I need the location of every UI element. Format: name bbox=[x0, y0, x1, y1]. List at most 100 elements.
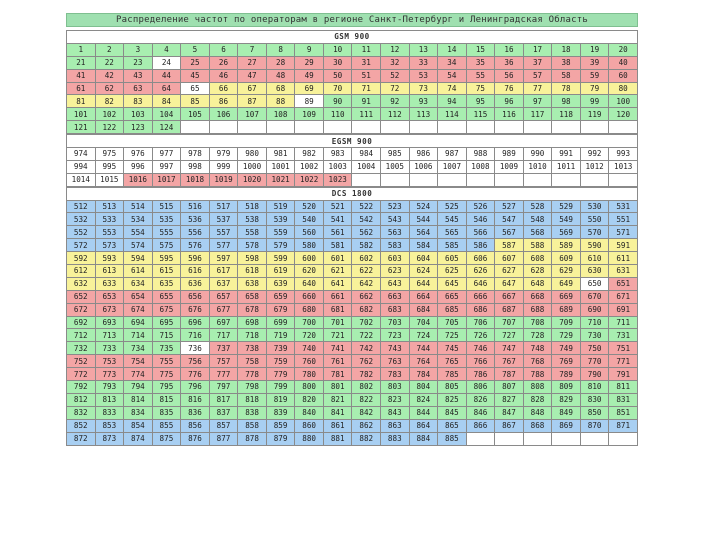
channel-cell: 675 bbox=[151, 302, 182, 317]
channel-cell: 722 bbox=[351, 328, 382, 343]
channel-cell: 60 bbox=[608, 68, 638, 83]
channel-cell: 786 bbox=[465, 367, 496, 382]
channel-cell: 528 bbox=[522, 199, 553, 214]
channel-cell: 86 bbox=[208, 94, 239, 109]
channel-cell: 825 bbox=[437, 392, 467, 407]
channel-cell: 874 bbox=[123, 431, 153, 446]
channel-cell: 882 bbox=[351, 431, 382, 446]
channel-cell: 991 bbox=[551, 147, 581, 161]
channel-row: 672 673 674 675 676 677 678 679 680 681 682 683 684 6… bbox=[66, 302, 638, 317]
channel-cell: 517 bbox=[208, 199, 239, 214]
channel-cell: 758 bbox=[237, 354, 267, 369]
channel-cell: 561 bbox=[322, 225, 353, 240]
channel-cell: 576 bbox=[180, 238, 210, 253]
channel-cell: 3 bbox=[123, 42, 153, 57]
channel-cell: 51 bbox=[351, 68, 382, 83]
channel-cell: 798 bbox=[237, 380, 267, 394]
channel-cell: 608 bbox=[522, 251, 553, 266]
channel-cell: 593 bbox=[94, 251, 125, 266]
channel-cell: 997 bbox=[151, 159, 182, 174]
channel-cell: 845 bbox=[437, 405, 467, 420]
channel-cell: 33 bbox=[408, 55, 439, 70]
channel-cell: 627 bbox=[494, 264, 524, 278]
channel-cell: 638 bbox=[237, 276, 267, 291]
channel-cell: 709 bbox=[551, 315, 581, 330]
channel-cell: 1005 bbox=[380, 159, 410, 174]
channel-cell: 726 bbox=[465, 328, 496, 343]
channel-cell: 1023 bbox=[322, 172, 353, 187]
channel-cell: 609 bbox=[551, 251, 581, 266]
band-table: GSM 900 1 2 3 4 5 6 7 8 9 10 11 12 13 14 15 16 17 18 19 20 21… bbox=[66, 30, 638, 135]
channel-cell: 1003 bbox=[322, 159, 353, 174]
channel-cell: 523 bbox=[380, 199, 410, 214]
channel-cell: 800 bbox=[294, 380, 324, 394]
empty-cell bbox=[465, 120, 496, 135]
channel-cell: 1015 bbox=[94, 172, 125, 187]
channel-cell: 72 bbox=[380, 81, 410, 96]
channel-cell: 47 bbox=[237, 68, 267, 83]
empty-cell bbox=[522, 120, 553, 135]
channel-cell: 73 bbox=[408, 81, 439, 96]
channel-cell: 26 bbox=[208, 55, 239, 70]
channel-cell: 531 bbox=[608, 199, 638, 214]
channel-cell: 38 bbox=[551, 55, 581, 70]
channel-cell: 637 bbox=[208, 276, 239, 291]
channel-cell: 620 bbox=[294, 264, 324, 278]
channel-cell: 856 bbox=[180, 418, 210, 433]
channel-cell: 792 bbox=[66, 380, 96, 394]
channel-cell: 535 bbox=[151, 212, 182, 227]
channel-cell: 667 bbox=[494, 289, 524, 304]
channel-row: 812 813 814 815 816 817 818 819 820 821 822 823 824 8… bbox=[66, 392, 638, 407]
empty-cell bbox=[408, 172, 439, 187]
channel-cell: 102 bbox=[94, 107, 125, 122]
channel-cell: 710 bbox=[579, 315, 610, 330]
channel-cell: 996 bbox=[123, 159, 153, 174]
channel-cell: 59 bbox=[579, 68, 610, 83]
empty-cell bbox=[608, 172, 638, 187]
channel-row: 81 82 83 84 85 86 87 88 89 90 91 92 93 94 95 96 97 98 99 10… bbox=[66, 94, 638, 109]
channel-cell: 816 bbox=[180, 392, 210, 407]
channel-cell: 985 bbox=[380, 147, 410, 161]
channel-cell: 870 bbox=[579, 418, 610, 433]
channel-cell: 767 bbox=[494, 354, 524, 369]
channel-row: 532 533 534 535 536 537 538 539 540 541 542 543 544 5… bbox=[66, 212, 638, 227]
channel-cell: 1013 bbox=[608, 159, 638, 174]
channel-cell: 836 bbox=[180, 405, 210, 420]
channel-cell: 77 bbox=[522, 81, 553, 96]
channel-cell: 68 bbox=[265, 81, 296, 96]
channel-cell: 70 bbox=[322, 81, 353, 96]
channel-cell: 61 bbox=[66, 81, 96, 96]
channel-cell: 612 bbox=[66, 264, 96, 278]
channel-cell: 48 bbox=[265, 68, 296, 83]
channel-cell: 685 bbox=[437, 302, 467, 317]
channel-cell: 876 bbox=[180, 431, 210, 446]
channel-cell: 1 bbox=[66, 42, 96, 57]
channel-cell: 7 bbox=[237, 42, 267, 57]
channel-cell: 759 bbox=[265, 354, 296, 369]
channel-cell: 677 bbox=[208, 302, 239, 317]
channel-row: 552 553 554 555 556 557 558 559 560 561 562 563 564 5… bbox=[66, 225, 638, 240]
channel-cell: 822 bbox=[351, 392, 382, 407]
channel-cell: 779 bbox=[265, 367, 296, 382]
channel-cell: 878 bbox=[237, 431, 267, 446]
channel-cell: 723 bbox=[380, 328, 410, 343]
channel-cell: 71 bbox=[351, 81, 382, 96]
channel-cell: 43 bbox=[123, 68, 153, 83]
channel-cell: 579 bbox=[265, 238, 296, 253]
channel-cell: 520 bbox=[294, 199, 324, 214]
channel-cell: 652 bbox=[66, 289, 96, 304]
channel-cell: 1006 bbox=[408, 159, 439, 174]
channel-cell: 1021 bbox=[265, 172, 296, 187]
channel-row: 1 2 3 4 5 6 7 8 9 10 11 12 13 14 15 16 17 18 19 20 bbox=[66, 42, 638, 57]
channel-cell: 827 bbox=[494, 392, 524, 407]
channel-cell: 770 bbox=[579, 354, 610, 369]
channel-cell: 599 bbox=[265, 251, 296, 266]
channel-cell: 755 bbox=[151, 354, 182, 369]
channel-cell: 802 bbox=[351, 380, 382, 394]
channel-cell: 787 bbox=[494, 367, 524, 382]
channel-cell: 103 bbox=[123, 107, 153, 122]
channel-cell: 838 bbox=[237, 405, 267, 420]
channel-cell: 665 bbox=[437, 289, 467, 304]
channel-cell: 550 bbox=[579, 212, 610, 227]
channel-cell: 67 bbox=[237, 81, 267, 96]
